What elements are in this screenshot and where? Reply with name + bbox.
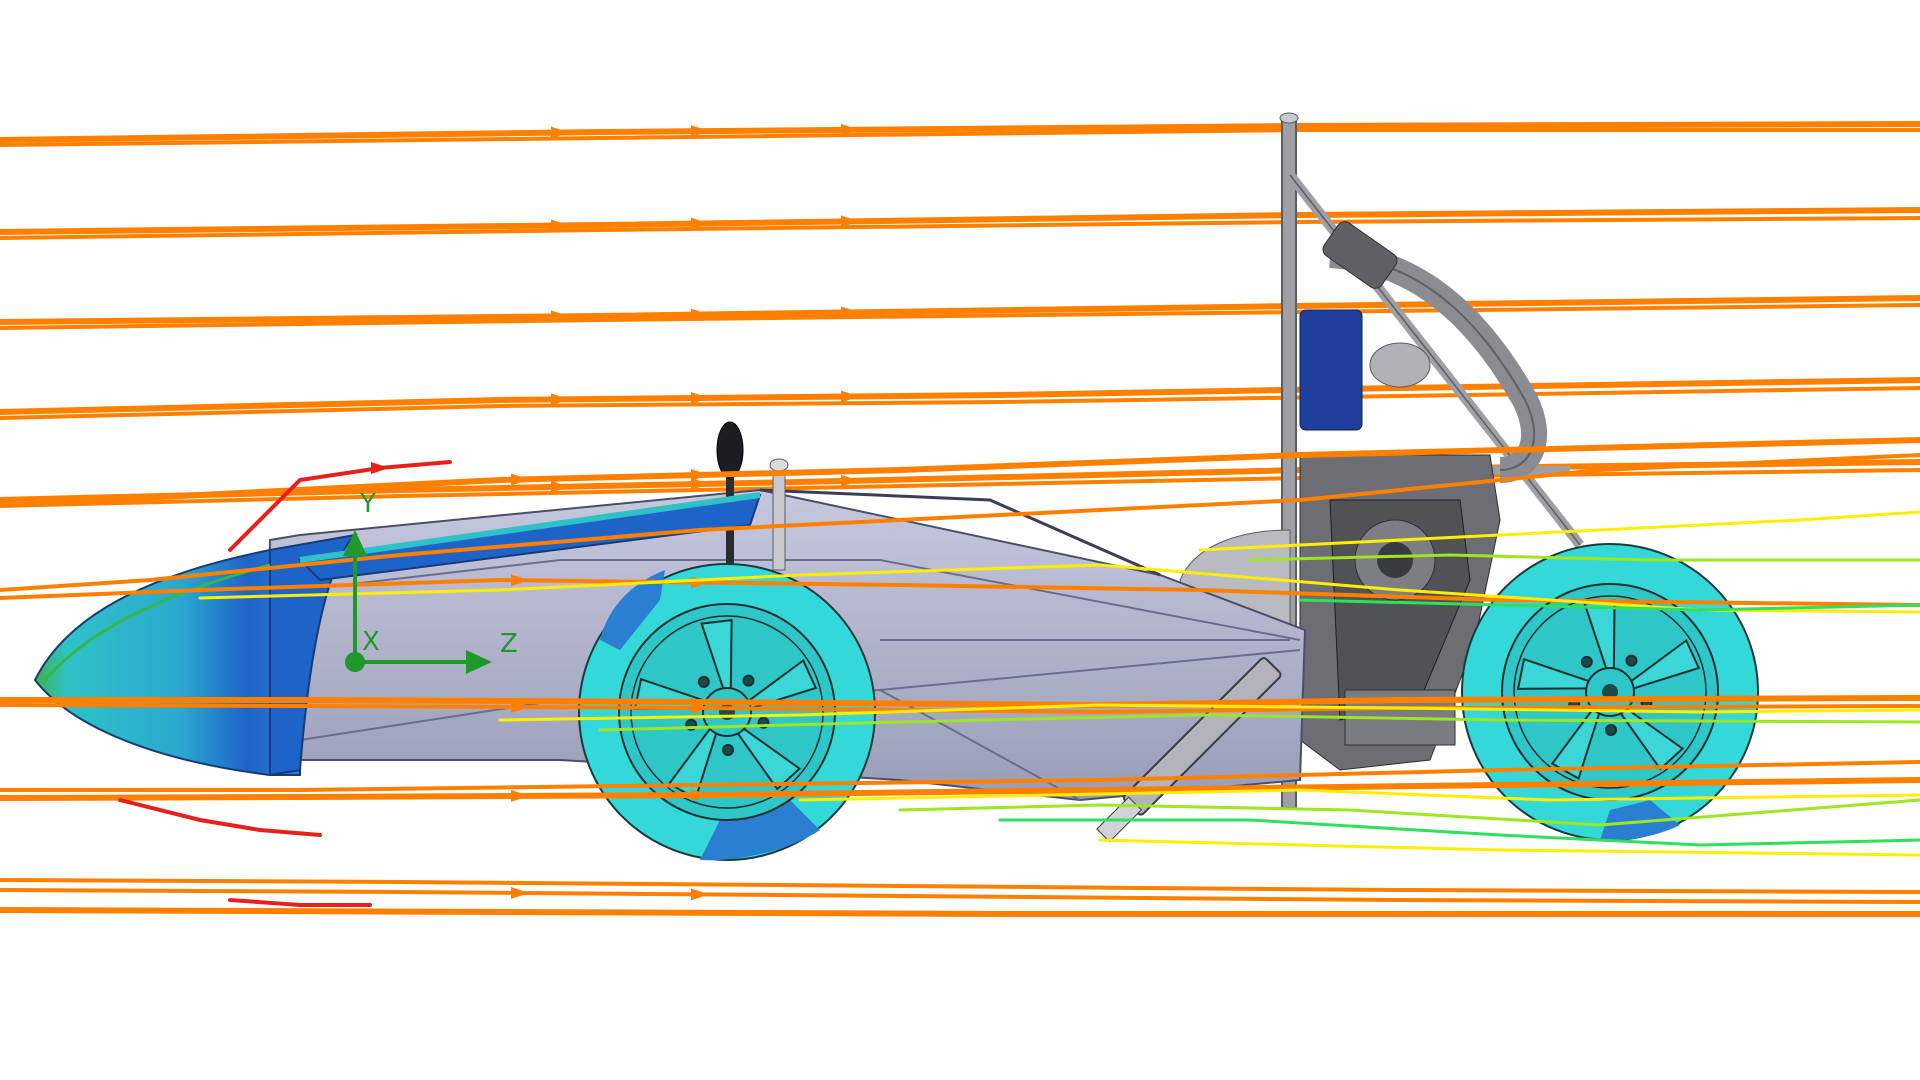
flow-streamline bbox=[498, 703, 1920, 722]
flow-streamline bbox=[1098, 838, 1920, 857]
flow-direction-arrow bbox=[691, 217, 709, 230]
flow-direction-arrow bbox=[511, 574, 529, 587]
axis-label-y: Y bbox=[359, 489, 376, 519]
seat bbox=[1299, 309, 1363, 431]
flow-streamline bbox=[0, 121, 1920, 143]
flow-streamline bbox=[0, 777, 1920, 801]
front-roll-hoop bbox=[769, 458, 789, 571]
flow-direction-arrow bbox=[511, 701, 529, 714]
flow-streamline bbox=[798, 788, 1920, 802]
wheel-bolt bbox=[722, 743, 735, 756]
flow-streamline bbox=[0, 760, 1920, 792]
wheel-bolt bbox=[1580, 655, 1593, 668]
flow-streamline bbox=[0, 295, 1920, 325]
flow-direction-arrow bbox=[691, 469, 709, 481]
front-wheel bbox=[578, 563, 876, 861]
flow-streamline bbox=[118, 798, 322, 837]
flow-streamline bbox=[0, 907, 1920, 917]
flow-streamline bbox=[598, 713, 1920, 732]
flow-direction-arrow bbox=[691, 478, 709, 490]
flow-streamline bbox=[0, 695, 1920, 709]
flow-direction-arrow bbox=[841, 215, 859, 228]
flow-direction-arrow bbox=[691, 888, 709, 901]
cockpit-rim bbox=[759, 488, 1161, 577]
flow-streamline bbox=[1198, 510, 1920, 552]
flow-direction-arrow bbox=[511, 789, 529, 802]
flow-direction-arrow bbox=[841, 123, 859, 136]
flow-streamline bbox=[0, 577, 1920, 607]
flow-streamline bbox=[998, 818, 1920, 847]
flow-direction-arrow bbox=[551, 480, 569, 493]
flow-streamline bbox=[228, 460, 452, 552]
flow-direction-arrow bbox=[551, 126, 569, 139]
flow-streamline bbox=[0, 207, 1920, 235]
flow-direction-arrow bbox=[691, 702, 709, 714]
flow-direction-arrow bbox=[691, 789, 709, 801]
flow-direction-arrow bbox=[371, 462, 389, 474]
flow-streamline bbox=[1298, 598, 1920, 612]
axis-label-z: Z bbox=[500, 629, 518, 659]
flow-direction-arrow bbox=[691, 392, 709, 404]
flow-streamline bbox=[0, 216, 1920, 240]
wheel-bolt bbox=[697, 675, 710, 688]
wheel-bolt bbox=[742, 674, 755, 687]
flow-streamline bbox=[0, 878, 1920, 894]
flow-streamline bbox=[0, 303, 1920, 330]
flow-direction-arrow bbox=[691, 125, 709, 138]
axis-label-x: X bbox=[362, 627, 380, 657]
flow-streamline bbox=[228, 898, 372, 907]
flow-direction-arrow bbox=[551, 393, 569, 406]
flow-streamline bbox=[898, 798, 1920, 827]
flow-streamline bbox=[0, 128, 1920, 147]
wheel-bolt bbox=[1625, 654, 1638, 667]
flow-streamline bbox=[0, 888, 1920, 904]
flow-direction-arrow bbox=[551, 219, 569, 232]
flow-direction-arrow bbox=[841, 474, 859, 487]
wheel-bolt bbox=[1605, 723, 1618, 736]
rear-wheel bbox=[1461, 543, 1759, 841]
streamlines-front bbox=[0, 437, 1920, 917]
flow-streamline bbox=[0, 386, 1920, 420]
flow-direction-arrow bbox=[511, 473, 529, 486]
flow-streamline bbox=[0, 377, 1920, 415]
coordinate-axes-triad: Y X Z bbox=[343, 489, 518, 674]
flow-streamline bbox=[0, 453, 1920, 592]
flow-streamline bbox=[1248, 553, 1920, 562]
flow-direction-arrow bbox=[841, 390, 859, 403]
flow-direction-arrow bbox=[511, 886, 529, 899]
